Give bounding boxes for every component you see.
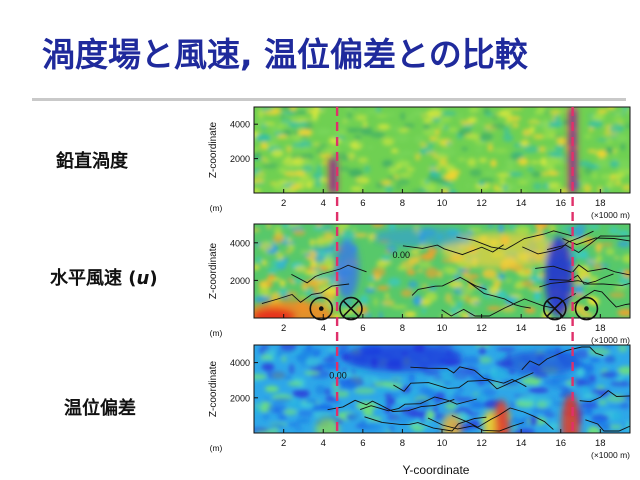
x-tick-label: 12 [476,198,487,209]
panel-0: 2000 4000 2 4 6 8 10 12 14 16 18 Z-coordinate (m) (×1… [208,106,631,220]
row-label-theta: 温位偏差 [64,398,136,419]
page-title: 渦度場と風速, 温位偏差との比較 [42,35,528,74]
wind-label-var: u [136,268,150,289]
heatmap-texture [254,107,630,193]
x-tick-label: 12 [476,438,487,449]
x-axis-title: Y-coordinate [403,463,470,477]
x-tick-label: 6 [360,198,365,209]
y-unit-label: (m) [210,443,223,453]
y-tick-label: 4000 [230,120,250,130]
contour-label: 0.00 [329,370,347,380]
x-tick-label: 18 [595,323,606,334]
y-tick-label: 2000 [230,154,250,164]
x-tick-label: 16 [555,323,566,334]
x-tick-label: 14 [516,438,527,449]
x-unit-label: (×1000 m) [591,335,630,345]
heatmap-field [254,107,630,193]
title-divider [32,98,626,101]
heatmap-regions [329,107,577,193]
y-tick-label: 2000 [230,393,250,403]
x-tick-label: 16 [555,438,566,449]
wind-label-suffix: ) [149,268,158,289]
panel-1: 0.00 2000 4000 2 4 6 8 10 12 14 16 18 Z-coordinate (m… [208,223,631,345]
flow-symbol-out [309,296,334,321]
x-tick-label: 8 [400,198,405,209]
flow-symbol-in [542,296,567,321]
flow-symbol-in [339,296,363,321]
x-tick-label: 18 [595,438,606,449]
heatmap-regions [315,345,581,433]
y-tick-label: 4000 [230,358,250,368]
y-axis-title: Z-coordinate [208,242,219,299]
x-tick-label: 2 [281,438,286,449]
x-tick-label: 4 [321,323,326,334]
y-axis-title: Z-coordinate [208,121,219,178]
contour-lines [327,346,630,432]
y-unit-label: (m) [210,203,223,213]
x-tick-label: 6 [360,438,365,449]
contour-label: 0.00 [393,250,411,260]
x-tick-label: 18 [595,198,606,209]
heatmap-field: 0.00 [254,345,630,433]
x-tick-label: 10 [437,323,448,334]
y-tick-label: 4000 [230,238,250,248]
heatmap-texture [254,345,630,433]
x-tick-label: 4 [321,438,326,449]
x-tick-label: 16 [555,198,566,209]
wind-label-prefix: 水平風速 ( [50,268,137,289]
panels-group: 2000 4000 2 4 6 8 10 12 14 16 18 Z-coordinate (m) (×1… [208,106,631,460]
x-tick-label: 2 [281,198,286,209]
x-unit-label: (×1000 m) [591,450,630,460]
x-tick-label: 4 [321,198,326,209]
x-tick-label: 10 [437,438,448,449]
contour-lines [261,230,630,317]
panel-2: 0.00 2000 4000 2 4 6 8 10 12 14 16 18 Z-coordinate (m… [208,344,631,460]
x-tick-label: 8 [400,323,405,334]
x-tick-label: 10 [437,198,448,209]
flow-symbol-out [574,296,599,321]
y-unit-label: (m) [210,328,223,338]
heatmap-field: 0.00 [254,224,630,318]
x-tick-label: 14 [516,323,527,334]
x-tick-label: 8 [400,438,405,449]
heatmap-regions [254,227,573,318]
x-tick-label: 14 [516,198,527,209]
row-label-vorticity: 鉛直渦度 [56,151,128,172]
x-tick-label: 6 [360,323,365,334]
x-unit-label: (×1000 m) [591,210,630,220]
x-tick-label: 2 [281,323,286,334]
y-tick-label: 2000 [230,276,250,286]
x-tick-label: 12 [476,323,487,334]
y-axis-title: Z-coordinate [208,360,219,417]
row-label-wind: 水平風速 (u) [50,264,158,290]
